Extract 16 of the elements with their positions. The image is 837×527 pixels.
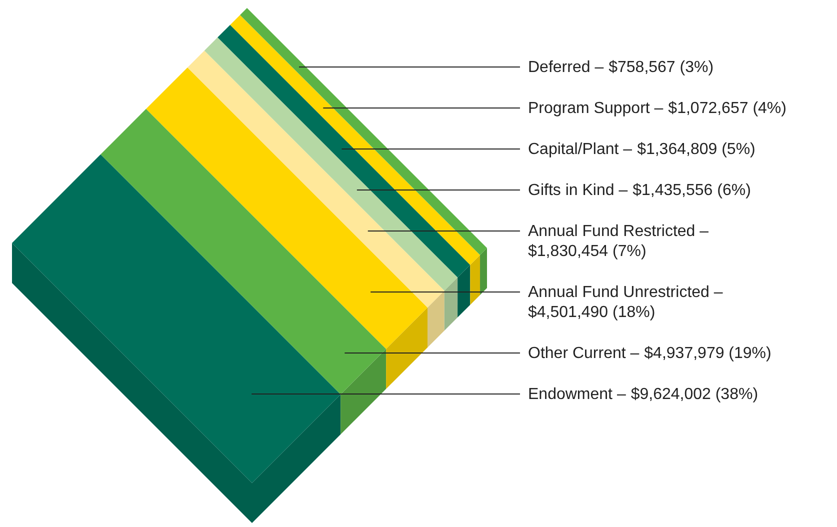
data-label: $758,567 (3%)	[608, 59, 714, 76]
category-label: Endowment –	[528, 386, 626, 403]
category-label: Capital/Plant –	[528, 141, 632, 158]
data-label: $1,364,809 (5%)	[637, 141, 756, 158]
category-label: Other Current –	[528, 345, 640, 362]
category-label: Annual Fund Unrestricted –	[528, 284, 723, 301]
data-label: $9,624,002 (38%)	[630, 386, 758, 403]
data-label: $4,501,490 (18%)	[528, 304, 656, 321]
category-label: Gifts in Kind –	[528, 182, 628, 199]
data-label: $4,937,979 (19%)	[644, 345, 772, 362]
category-label: Annual Fund Restricted –	[528, 223, 709, 240]
category-label: Deferred –	[528, 59, 604, 76]
data-label: $1,435,556 (6%)	[632, 182, 751, 199]
category-label: Program Support –	[528, 100, 664, 117]
data-label: $1,072,657 (4%)	[668, 100, 786, 117]
data-label: $1,830,454 (7%)	[528, 243, 646, 260]
